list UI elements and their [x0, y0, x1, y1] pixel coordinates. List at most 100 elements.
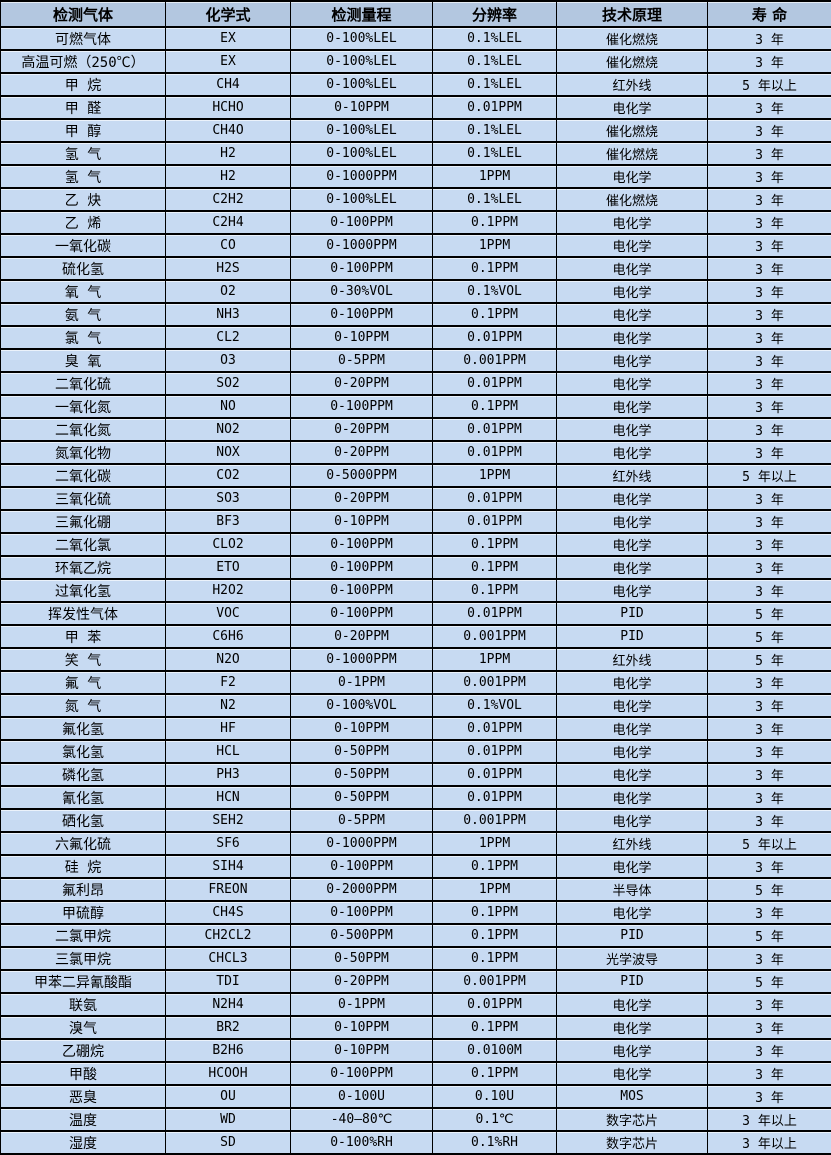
cell-detection-range: 0-100PPM — [291, 855, 433, 878]
cell-chemical-formula: TDI — [166, 970, 291, 993]
cell-gas-name: 二氧化氯 — [1, 533, 166, 556]
cell-gas-name: 二氧化碳 — [1, 464, 166, 487]
cell-lifespan: 3 年 — [708, 556, 831, 579]
cell-chemical-formula: NH3 — [166, 303, 291, 326]
cell-resolution: 0.1%VOL — [433, 280, 557, 303]
cell-gas-name: 三氯甲烷 — [1, 947, 166, 970]
cell-technology: 电化学 — [557, 326, 708, 349]
cell-gas-name: 甲 醛 — [1, 96, 166, 119]
cell-chemical-formula: VOC — [166, 602, 291, 625]
cell-detection-range: 0-20PPM — [291, 970, 433, 993]
cell-lifespan: 3 年 — [708, 510, 831, 533]
cell-detection-range: 0-10PPM — [291, 1016, 433, 1039]
cell-technology: 电化学 — [557, 717, 708, 740]
cell-lifespan: 3 年 — [708, 303, 831, 326]
cell-resolution: 0.1PPM — [433, 395, 557, 418]
cell-gas-name: 六氟化硫 — [1, 832, 166, 855]
cell-chemical-formula: EX — [166, 50, 291, 73]
cell-gas-name: 氯化氢 — [1, 740, 166, 763]
cell-technology: 催化燃烧 — [557, 188, 708, 211]
cell-detection-range: 0-1PPM — [291, 993, 433, 1016]
cell-resolution: 0.1PPM — [433, 1062, 557, 1085]
cell-technology: PID — [557, 924, 708, 947]
cell-lifespan: 3 年 — [708, 280, 831, 303]
cell-gas-name: 湿度 — [1, 1131, 166, 1154]
cell-technology: 红外线 — [557, 648, 708, 671]
column-header-gas-name: 检测气体 — [1, 1, 166, 27]
cell-lifespan: 5 年 — [708, 648, 831, 671]
cell-chemical-formula: CO2 — [166, 464, 291, 487]
cell-technology: 电化学 — [557, 487, 708, 510]
cell-gas-name: 氟 气 — [1, 671, 166, 694]
cell-technology: 电化学 — [557, 96, 708, 119]
cell-chemical-formula: SIH4 — [166, 855, 291, 878]
cell-technology: 电化学 — [557, 1016, 708, 1039]
cell-lifespan: 3 年 — [708, 119, 831, 142]
cell-lifespan: 5 年 — [708, 970, 831, 993]
cell-chemical-formula: HCN — [166, 786, 291, 809]
cell-lifespan: 3 年 — [708, 96, 831, 119]
cell-resolution: 0.1PPM — [433, 947, 557, 970]
cell-detection-range: 0-20PPM — [291, 625, 433, 648]
column-header-technology: 技术原理 — [557, 1, 708, 27]
cell-chemical-formula: BF3 — [166, 510, 291, 533]
cell-resolution: 0.01PPM — [433, 602, 557, 625]
cell-gas-name: 可燃气体 — [1, 27, 166, 50]
cell-detection-range: 0-10PPM — [291, 717, 433, 740]
cell-detection-range: 0-100PPM — [291, 211, 433, 234]
cell-detection-range: 0-100PPM — [291, 1062, 433, 1085]
cell-technology: 红外线 — [557, 464, 708, 487]
cell-gas-name: 氮氧化物 — [1, 441, 166, 464]
cell-lifespan: 3 年 — [708, 579, 831, 602]
cell-detection-range: 0-100PPM — [291, 533, 433, 556]
cell-lifespan: 3 年以上 — [708, 1131, 831, 1154]
cell-detection-range: 0-50PPM — [291, 947, 433, 970]
cell-gas-name: 高温可燃（250℃） — [1, 50, 166, 73]
cell-chemical-formula: NOX — [166, 441, 291, 464]
cell-technology: 电化学 — [557, 165, 708, 188]
cell-detection-range: 0-2000PPM — [291, 878, 433, 901]
cell-gas-name: 二氯甲烷 — [1, 924, 166, 947]
cell-technology: 数字芯片 — [557, 1108, 708, 1131]
cell-technology: 电化学 — [557, 441, 708, 464]
cell-resolution: 0.1PPM — [433, 533, 557, 556]
cell-resolution: 0.0100M — [433, 1039, 557, 1062]
cell-technology: 电化学 — [557, 556, 708, 579]
cell-resolution: 0.001PPM — [433, 809, 557, 832]
cell-detection-range: 0-100PPM — [291, 602, 433, 625]
cell-chemical-formula: SEH2 — [166, 809, 291, 832]
cell-resolution: 0.01PPM — [433, 717, 557, 740]
cell-detection-range: 0-1000PPM — [291, 234, 433, 257]
cell-detection-range: 0-30%VOL — [291, 280, 433, 303]
cell-chemical-formula: H2O2 — [166, 579, 291, 602]
cell-technology: 电化学 — [557, 740, 708, 763]
cell-resolution: 0.1℃ — [433, 1108, 557, 1131]
cell-gas-name: 甲 烷 — [1, 73, 166, 96]
cell-chemical-formula: H2S — [166, 257, 291, 280]
cell-gas-name: 联氨 — [1, 993, 166, 1016]
cell-technology: 电化学 — [557, 418, 708, 441]
cell-lifespan: 3 年 — [708, 372, 831, 395]
cell-chemical-formula: CHCL3 — [166, 947, 291, 970]
cell-gas-name: 硫化氢 — [1, 257, 166, 280]
cell-chemical-formula: F2 — [166, 671, 291, 694]
cell-technology: 半导体 — [557, 878, 708, 901]
cell-resolution: 0.1PPM — [433, 855, 557, 878]
cell-resolution: 0.01PPM — [433, 993, 557, 1016]
